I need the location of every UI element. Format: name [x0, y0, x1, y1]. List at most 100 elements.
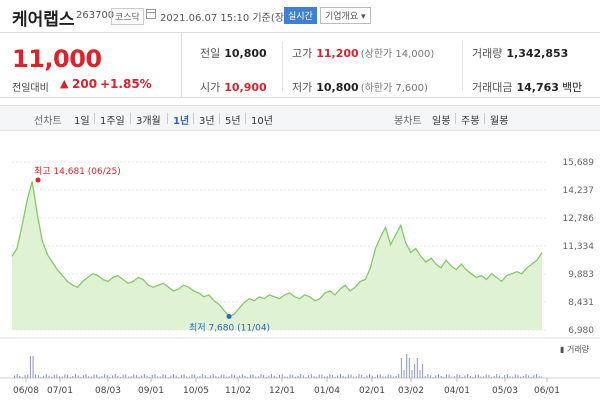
x-tick-label: 11/02: [225, 386, 251, 396]
x-tick-label: 08/03: [95, 386, 121, 396]
volume-bar: [385, 376, 386, 378]
volume-bar: [496, 374, 498, 378]
volume-bar: [366, 375, 368, 378]
volume-bar: [186, 376, 188, 378]
volume-bar: [53, 374, 55, 378]
volume-bar: [347, 374, 349, 378]
volume-bar: [43, 375, 45, 378]
stock-code: 263700: [76, 10, 115, 21]
volume-bar: [228, 376, 230, 378]
period-1d[interactable]: 1일: [74, 116, 90, 127]
volume-bar: [61, 376, 63, 378]
volume-bar: [345, 376, 347, 378]
x-tick-label: 03/02: [398, 386, 424, 396]
max-label: 최고 14,681 (06/25): [34, 166, 121, 177]
period-3y[interactable]: 3년: [199, 116, 215, 127]
company-info-dropdown[interactable]: 기업개요 ▾: [320, 7, 371, 24]
volume-bar: [183, 374, 185, 378]
volume-bar: [520, 376, 522, 378]
volume-bar: [257, 376, 259, 378]
volume-bar: [445, 374, 447, 378]
volume-bar: [101, 376, 103, 378]
volume-bar: [154, 374, 156, 378]
volume-bar: [249, 374, 251, 378]
volume-bar: [493, 375, 495, 378]
volume-bar: [461, 376, 463, 378]
volume-bar: [379, 374, 381, 378]
candle-chart-label: 봉차트: [394, 116, 422, 127]
volume-bar: [514, 374, 516, 378]
high-price: 고가 11,200 (상한가 14,000): [292, 47, 435, 60]
y-tick-label: 6,980: [568, 326, 594, 336]
volume-bar: [19, 375, 21, 378]
volume-bar: [170, 375, 172, 378]
price-chart[interactable]: 15,68914,23712,78611,3349,8838,4316,980 …: [0, 140, 600, 400]
volume-bar: [369, 374, 371, 378]
volume-bar: [244, 375, 246, 378]
period-10y[interactable]: 10년: [251, 116, 273, 127]
max-marker: [35, 177, 41, 183]
volume-bar: [239, 375, 241, 378]
candle-weekly[interactable]: 주봉: [461, 116, 480, 127]
volume-bar: [218, 376, 220, 378]
volume-bar: [310, 374, 312, 378]
min-marker: [226, 313, 232, 319]
volume-bar: [448, 374, 450, 378]
volume-bar: [32, 356, 34, 378]
calendar-icon: [146, 9, 156, 19]
volume-bar: [215, 376, 217, 378]
volume-bar: [427, 374, 429, 378]
volume-bar: [430, 375, 432, 378]
candle-daily[interactable]: 일봉: [432, 116, 451, 127]
volume-bar: [522, 375, 524, 378]
period-5y[interactable]: 5년: [225, 116, 241, 127]
volume-bar: [88, 376, 90, 378]
volume-bar: [35, 374, 37, 378]
volume-bar: [313, 376, 315, 378]
y-tick-label: 15,689: [563, 158, 595, 168]
volume-bar: [475, 374, 477, 378]
volume-bar: [93, 374, 95, 378]
volume-bar: [467, 374, 469, 378]
period-3m[interactable]: 3개월: [136, 116, 161, 127]
candle-monthly[interactable]: 월봉: [490, 116, 509, 127]
volume-bar: [411, 370, 413, 378]
volume-bar: [392, 376, 394, 378]
volume-bar: [69, 376, 71, 378]
volume-bar: [438, 374, 439, 378]
price-line: [11, 181, 543, 318]
stock-header: 케어랩스 263700 코스닥 2021.06.07 15:10 기준(장중) …: [0, 0, 600, 30]
volume-bar: [498, 375, 500, 378]
volume-bar: [255, 376, 257, 378]
volume-bar: [318, 374, 320, 378]
volume-bar: [27, 374, 29, 378]
volume-bar: [127, 376, 129, 378]
volume-bar: [146, 375, 148, 378]
volume-bar: [175, 375, 177, 378]
volume-bar: [29, 356, 31, 378]
volume-bar: [80, 376, 82, 378]
volume-bar: [236, 376, 238, 378]
volume-bar: [382, 376, 384, 378]
up-arrow-icon: ▲: [60, 77, 69, 90]
volume-bar: [212, 374, 214, 378]
volume-bar: [143, 374, 145, 378]
volume-bar: [305, 376, 307, 378]
volume-bar: [398, 374, 400, 378]
low-price: 저가 10,800 (하한가 7,600): [292, 81, 428, 94]
period-1w[interactable]: 1주일: [100, 116, 125, 127]
period-1y[interactable]: 1년: [173, 116, 190, 127]
realtime-button[interactable]: 실시간: [284, 7, 317, 24]
volume-bar: [21, 376, 23, 378]
volume-bar: [424, 376, 426, 378]
volume-bar: [135, 375, 137, 378]
volume-bar: [284, 376, 286, 378]
volume-bar: [395, 375, 397, 378]
volume-bar: [191, 374, 193, 378]
volume-bar: [279, 374, 280, 378]
y-tick-label: 9,883: [568, 270, 594, 280]
price-area: [12, 181, 542, 330]
volume-bar: [276, 376, 278, 378]
volume-bar: [64, 374, 66, 378]
volume-bar: [247, 376, 249, 378]
